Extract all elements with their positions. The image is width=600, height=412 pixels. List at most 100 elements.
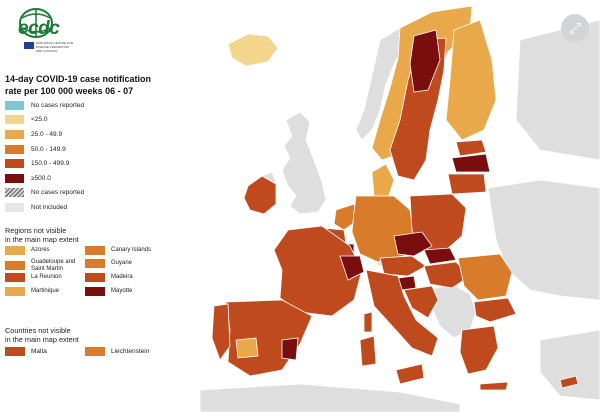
region-label: Canary Islands bbox=[111, 247, 152, 254]
legend-label: <25.0 bbox=[31, 116, 48, 124]
legend-item: Not included bbox=[5, 200, 205, 215]
region-label: Mayotte bbox=[111, 288, 133, 295]
legend: No cases reported <25.0 25.0 - 49.9 50.0 - … bbox=[5, 98, 205, 215]
ecdc-logo: ecdc EUROPEAN CENTRE FOR DISEASE PREVENT… bbox=[6, 6, 76, 60]
corsica bbox=[363, 311, 373, 333]
france bbox=[273, 225, 363, 317]
country-item: Malta bbox=[5, 347, 47, 356]
regions-title: Regions not visible in the main map exte… bbox=[5, 226, 165, 244]
legend-label: Not included bbox=[31, 203, 68, 211]
estonia bbox=[455, 139, 487, 157]
sweden-north bbox=[409, 29, 441, 93]
country-swatch bbox=[5, 347, 25, 356]
legend-swatch bbox=[5, 115, 24, 125]
legend-title-line-2: rate per 100 000 weeks 06 - 07 bbox=[5, 86, 134, 96]
region-label: Madeira bbox=[111, 274, 133, 281]
eu-flag-icon bbox=[24, 42, 34, 49]
region-item: Guyane bbox=[85, 259, 132, 268]
expand-button[interactable]: ⤢ bbox=[561, 14, 589, 42]
region-label: Martinique bbox=[31, 288, 60, 295]
hungary bbox=[423, 261, 471, 289]
region-item: Madeira bbox=[85, 273, 133, 282]
netherlands bbox=[333, 203, 359, 231]
legend-swatch bbox=[5, 129, 24, 139]
sicily bbox=[395, 363, 425, 385]
legend-item: No cases reported bbox=[5, 186, 205, 201]
belarus-ukraine bbox=[487, 179, 600, 301]
region-swatch bbox=[5, 261, 25, 270]
region-swatch bbox=[85, 287, 105, 296]
legend-item: 50.0 - 149.9 bbox=[5, 142, 205, 157]
region-swatch bbox=[85, 273, 105, 282]
countries-title-line-1: Countries not visible bbox=[5, 326, 71, 335]
north-africa bbox=[199, 383, 461, 412]
latvia bbox=[451, 153, 491, 173]
region-item: Azores bbox=[5, 246, 50, 255]
legend-item: <25.0 bbox=[5, 113, 205, 128]
region-label: Azores bbox=[31, 247, 50, 254]
legend-item: 150.0 - 499.9 bbox=[5, 156, 205, 171]
bulgaria bbox=[473, 297, 517, 323]
regions-title-line-2: in the main map extent bbox=[5, 235, 79, 244]
region-label: Guadeloupe and Saint Martin bbox=[31, 259, 76, 272]
logo-subtitle: EUROPEAN CENTRE FOR DISEASE PREVENTION A… bbox=[36, 41, 74, 53]
countries-title-line-2: in the main map extent bbox=[5, 335, 79, 344]
italy bbox=[365, 269, 439, 357]
sardinia bbox=[359, 335, 377, 367]
legend-item: 25.0 - 49.9 bbox=[5, 127, 205, 142]
region-item: Mayotte bbox=[85, 287, 132, 296]
not-included-regions bbox=[199, 19, 600, 412]
country-label: Liechtenstein bbox=[111, 348, 150, 355]
greece bbox=[459, 325, 499, 375]
legend-label: 150.0 - 499.9 bbox=[31, 160, 70, 168]
region-swatch bbox=[5, 287, 25, 296]
region-swatch bbox=[85, 259, 105, 268]
region-swatch bbox=[85, 246, 105, 255]
legend-swatch bbox=[5, 188, 24, 198]
iceland bbox=[227, 33, 279, 67]
lithuania bbox=[447, 173, 487, 195]
regions-title-line-1: Regions not visible bbox=[5, 226, 67, 235]
spain-east bbox=[281, 337, 299, 361]
logo-text: ecdc bbox=[18, 18, 60, 39]
legend-title: 14-day COVID-19 case notification rate p… bbox=[5, 73, 185, 97]
region-swatch bbox=[5, 246, 25, 255]
ireland bbox=[243, 175, 277, 215]
legend-swatch bbox=[5, 202, 24, 212]
legend-label: ≥500.0 bbox=[31, 174, 51, 182]
region-label: Guyane bbox=[111, 260, 133, 267]
russia-east bbox=[515, 19, 600, 161]
legend-title-line-1: 14-day COVID-19 case notification bbox=[5, 74, 152, 84]
region-label: La Reunion bbox=[31, 274, 62, 281]
czechia bbox=[393, 231, 433, 257]
legend-label: 25.0 - 49.9 bbox=[31, 130, 63, 138]
region-item: Canary Islands bbox=[85, 246, 151, 255]
country-item: Liechtenstein bbox=[85, 347, 149, 356]
spain-south-light bbox=[235, 337, 259, 359]
eu-countries bbox=[211, 5, 579, 391]
legend-item: ≥500.0 bbox=[5, 171, 205, 186]
croatia bbox=[403, 285, 439, 319]
cyprus bbox=[559, 375, 579, 389]
country-label: Malta bbox=[31, 348, 47, 355]
legend-swatch bbox=[5, 100, 24, 110]
denmark bbox=[371, 163, 395, 199]
countries-title: Countries not visible in the main map ex… bbox=[5, 326, 165, 344]
regions-legend: Azores Canary Islands Guadeloupe and Saint… bbox=[5, 246, 205, 306]
region-item: Martinique bbox=[5, 287, 59, 296]
austria bbox=[379, 255, 427, 277]
romania bbox=[457, 253, 513, 301]
legend-item: No cases reported bbox=[5, 98, 205, 113]
expand-arrows-icon: ⤢ bbox=[568, 19, 581, 37]
legend-swatch bbox=[5, 159, 24, 169]
region-item: Guadeloupe and Saint Martin bbox=[5, 259, 83, 272]
legend-label: No cases reported bbox=[31, 189, 85, 197]
turkey bbox=[539, 329, 600, 401]
legend-swatch bbox=[5, 144, 24, 154]
country-swatch bbox=[85, 347, 105, 356]
legend-swatch bbox=[5, 173, 24, 183]
crete bbox=[479, 381, 509, 391]
france-east bbox=[339, 255, 365, 281]
